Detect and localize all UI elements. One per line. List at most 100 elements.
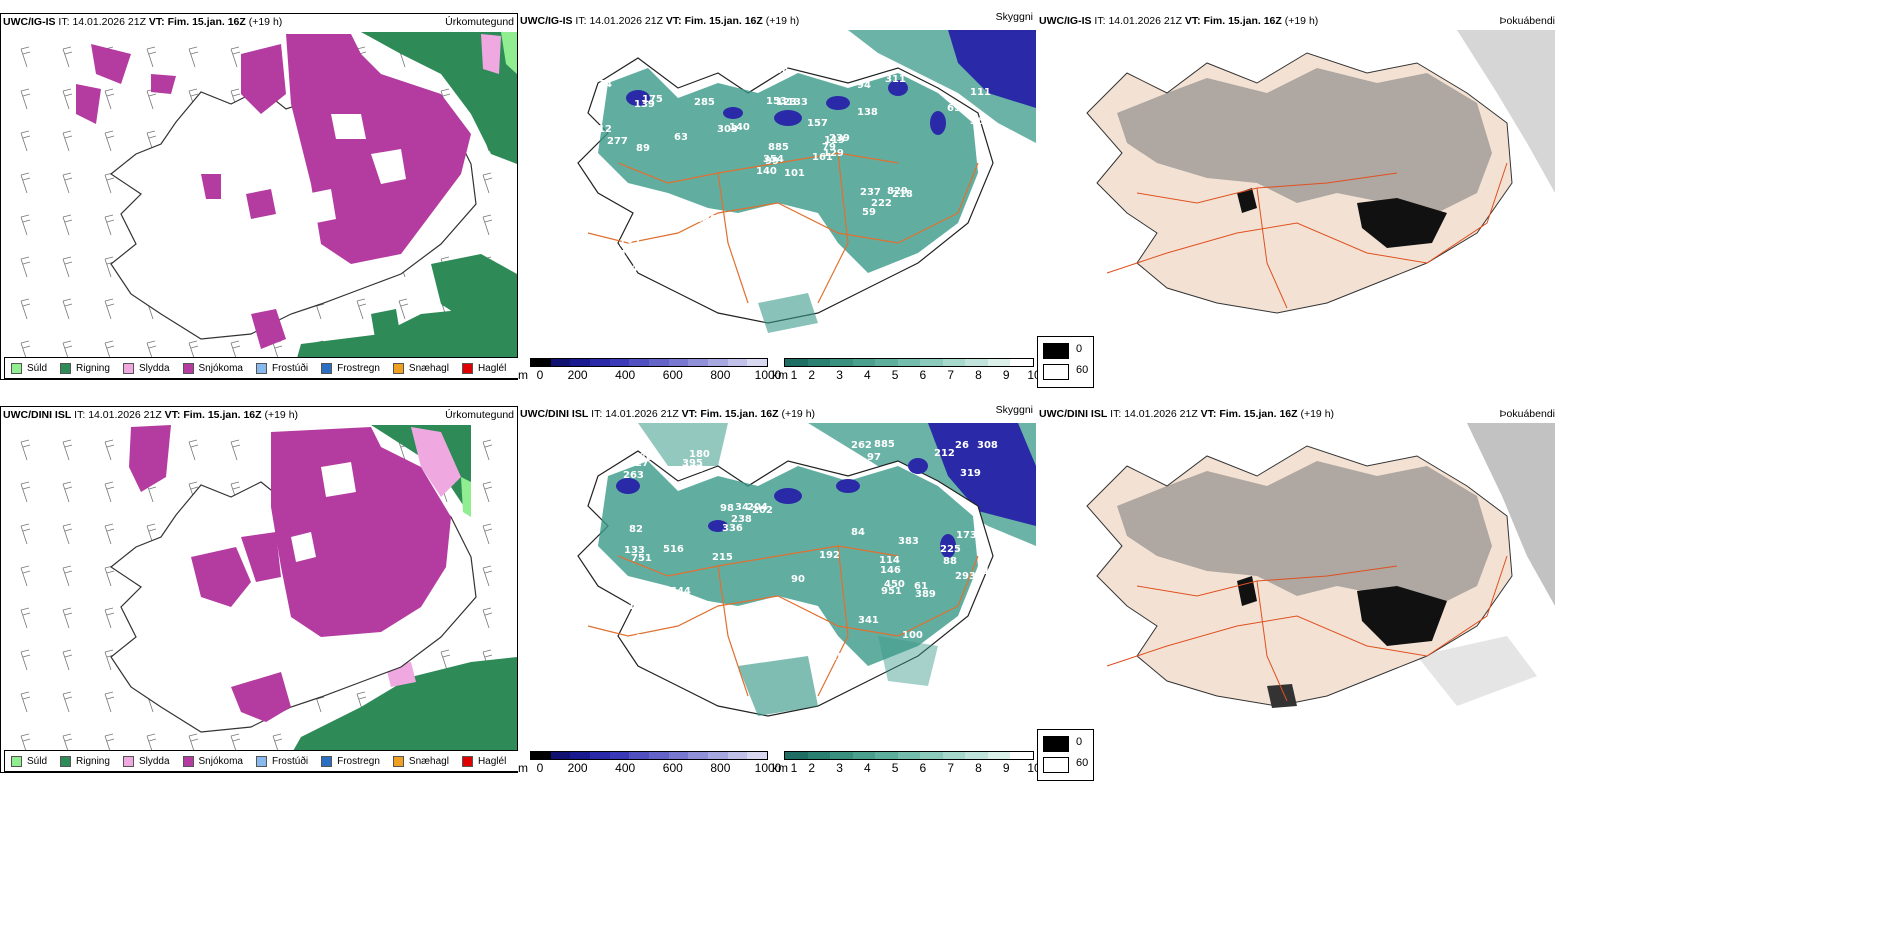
ceiling-value-label: 90 (702, 217, 716, 228)
ceiling-value-label: 92 (695, 255, 709, 266)
ceiling-value-label: 112 (591, 124, 612, 135)
colorbar-strip (530, 751, 768, 760)
colorbar-tick: 600 (662, 761, 683, 775)
vis-land (598, 461, 978, 666)
ceiling-value-label: 74 (598, 79, 612, 90)
colorbar-tick: 4 (863, 761, 871, 775)
wind-barb (104, 565, 115, 587)
legend-swatch (182, 755, 194, 767)
ceiling-value-label: 311 (885, 74, 906, 85)
ceiling-value-label: 63 (674, 132, 688, 143)
ceiling-value-label: 395 (682, 458, 703, 469)
ceiling-value-label: 829 (887, 186, 908, 197)
ceiling-value-label: 225 (940, 544, 961, 555)
snow-area (231, 672, 291, 722)
fog-sea (1457, 30, 1555, 193)
wind-barb (188, 46, 199, 68)
wind-barb (104, 439, 115, 461)
ceiling-value-label: 200 (649, 215, 670, 226)
ceiling-value-label: 123 (776, 97, 797, 108)
snow-gap (371, 149, 406, 184)
legend-label: Snæhagl (408, 755, 449, 767)
wind-barb (482, 523, 493, 545)
ceiling-value-label: 354 (763, 154, 784, 165)
snow-area (271, 427, 451, 637)
panel-header: UWC/DINI ISL IT: 14.01.2026 21Z VT: Fim.… (1039, 408, 1335, 420)
legend-swatch (461, 362, 473, 374)
colorbar-tick: 9 (1002, 761, 1010, 775)
snow-area (251, 309, 286, 349)
snow-area (151, 74, 176, 94)
ceiling-value-label: 116 (964, 258, 985, 269)
ceiling-value-label: 97 (867, 452, 881, 463)
vis-sea (638, 423, 728, 466)
colorbar-tick: 1000 (754, 761, 782, 775)
ceiling-value-label: 308 (977, 440, 998, 451)
legend-label: Frostúði (271, 362, 309, 374)
legend-item: Frostregn (321, 362, 380, 374)
legend-swatch (122, 755, 134, 767)
ceiling-value-label: 350 (807, 639, 828, 650)
ceiling-value-label: 138 (857, 107, 878, 118)
snow-area (129, 425, 171, 492)
fog-legend-swatch (1043, 757, 1069, 773)
ceiling-value-label: 237 (860, 187, 881, 198)
ceiling-value-label: 263 (623, 470, 644, 481)
ceiling-value-label: 289 (646, 592, 667, 603)
vis-land-south (738, 656, 818, 716)
ceiling-patches (626, 80, 946, 135)
visibility-panel-bottom: UWC/DINI ISL IT: 14.01.2026 21Z VT: Fim.… (518, 404, 1041, 775)
ceiling-value-label: 161 (812, 152, 833, 163)
legend-swatch (392, 755, 404, 767)
precip-legend: Súld Rigning Slydda Snjókoma Frostúði Frostre… (4, 750, 523, 772)
legend-item: Snjókoma (182, 755, 243, 767)
legend-swatch (122, 362, 134, 374)
road-network (1106, 162, 1508, 309)
ceiling-value-label: 139 (634, 99, 655, 110)
ceiling-value-label: 90 (791, 574, 805, 585)
ceiling-value-label: 202 (752, 505, 773, 516)
wind-barb (62, 565, 73, 587)
ceiling-value-label: 293 (955, 571, 976, 582)
ceiling-value-label: 140 (756, 166, 777, 177)
panel-header: UWC/IG-IS IT: 14.01.2026 21Z VT: Fim. 15… (520, 15, 800, 27)
ceiling-value-label: 129 (823, 148, 844, 159)
fog-dark (1357, 198, 1447, 248)
rain-area (361, 32, 517, 164)
ceiling-value-label: 215 (712, 552, 733, 563)
ceiling-value-label: 69 (947, 103, 961, 114)
fog-mountains (1117, 461, 1492, 606)
wind-barb (482, 439, 493, 461)
wind-barb (104, 481, 115, 503)
colorbar-tick: 800 (710, 368, 731, 382)
legend-swatch (321, 362, 333, 374)
snow-area (91, 44, 131, 84)
wind-barb (20, 88, 31, 110)
panel-title: Skyggni (995, 404, 1033, 416)
ceiling-value-label: 100 (902, 630, 923, 641)
ceiling-value-label: 544 (670, 586, 691, 597)
fog-legend: 0 60 (1037, 336, 1094, 388)
drizzle-area (461, 477, 471, 517)
wind-barb (62, 649, 73, 671)
ceiling-value-label: 180 (689, 449, 710, 460)
wind-barb (62, 298, 73, 320)
ceiling-value-label: 133 (787, 97, 808, 108)
ceiling-value-label: 26 (955, 440, 969, 451)
ceiling-value-label: 59 (862, 207, 876, 218)
wind-barb (62, 88, 73, 110)
ceiling-value-label: 101 (784, 168, 805, 179)
panel-title: Úrkomutegund (445, 409, 514, 421)
wind-barb (62, 172, 73, 194)
road-network (1106, 555, 1508, 702)
panel-header: UWC/IG-IS IT: 14.01.2026 21Z VT: Fim. 15… (3, 16, 283, 28)
fog-legend-label: 60 (1076, 757, 1089, 769)
ceiling-value-label: 84 (851, 527, 865, 538)
ceiling-value-label: 146 (880, 565, 901, 576)
legend-item: Snjókoma (182, 362, 243, 374)
wind-barb (62, 691, 73, 713)
ceiling-value-label: 157 (658, 56, 679, 67)
colorbar-tick: 200 (567, 761, 588, 775)
fog-map (1086, 423, 1555, 708)
ceiling-value-label: 516 (663, 544, 684, 555)
